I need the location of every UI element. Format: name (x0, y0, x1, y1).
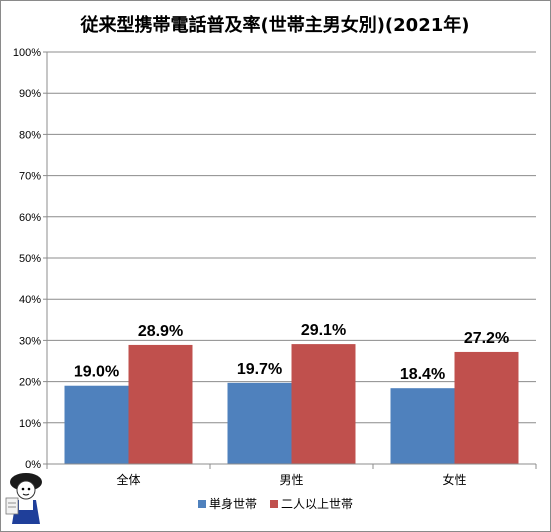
y-tick-label: 70% (19, 171, 41, 183)
legend-swatch (270, 500, 278, 508)
y-tick-label: 60% (19, 212, 41, 224)
axes (46, 52, 537, 469)
data-label: 18.4% (400, 366, 445, 383)
legend-label: 二人以上世帯 (281, 497, 353, 511)
data-labels: 19.0% 28.9% 19.7% 29.1% 18.4% 27.2% (74, 322, 509, 383)
bar (291, 344, 356, 464)
y-tick-label: 50% (19, 253, 41, 265)
y-tick-label: 10% (19, 418, 41, 430)
bar (128, 344, 193, 464)
chart-title: 従来型携帯電話普及率(世帯主男女別)(2021年) (79, 14, 469, 36)
y-tick-label: 40% (19, 294, 41, 306)
bar (390, 388, 455, 464)
category-labels: 全体 男性 女性 (116, 472, 466, 487)
mascot-icon (5, 473, 42, 524)
data-label: 27.2% (464, 330, 509, 347)
y-tick-label: 20% (19, 377, 41, 389)
data-label: 19.0% (74, 364, 119, 381)
y-axis-ticks: 0% 10% 20% 30% 40% 50% 60% 70% 80% 90% 100% (13, 47, 47, 471)
y-tick-label: 30% (19, 335, 41, 347)
y-tick-label: 100% (13, 47, 41, 59)
y-tick-label: 90% (19, 88, 41, 100)
category-label: 女性 (442, 472, 466, 487)
bars (64, 344, 519, 464)
bar (454, 351, 519, 464)
bar (227, 382, 292, 464)
data-label: 28.9% (138, 323, 183, 340)
y-tick-label: 0% (25, 459, 41, 471)
legend-swatch (198, 500, 206, 508)
category-label: 全体 (116, 472, 140, 487)
bar (64, 385, 129, 464)
y-tick-label: 80% (19, 129, 41, 141)
legend-label: 単身世帯 (209, 496, 257, 511)
legend: 単身世帯 二人以上世帯 (198, 496, 353, 511)
data-label: 29.1% (301, 322, 346, 339)
category-label: 男性 (279, 473, 303, 487)
data-label: 19.7% (237, 361, 282, 378)
